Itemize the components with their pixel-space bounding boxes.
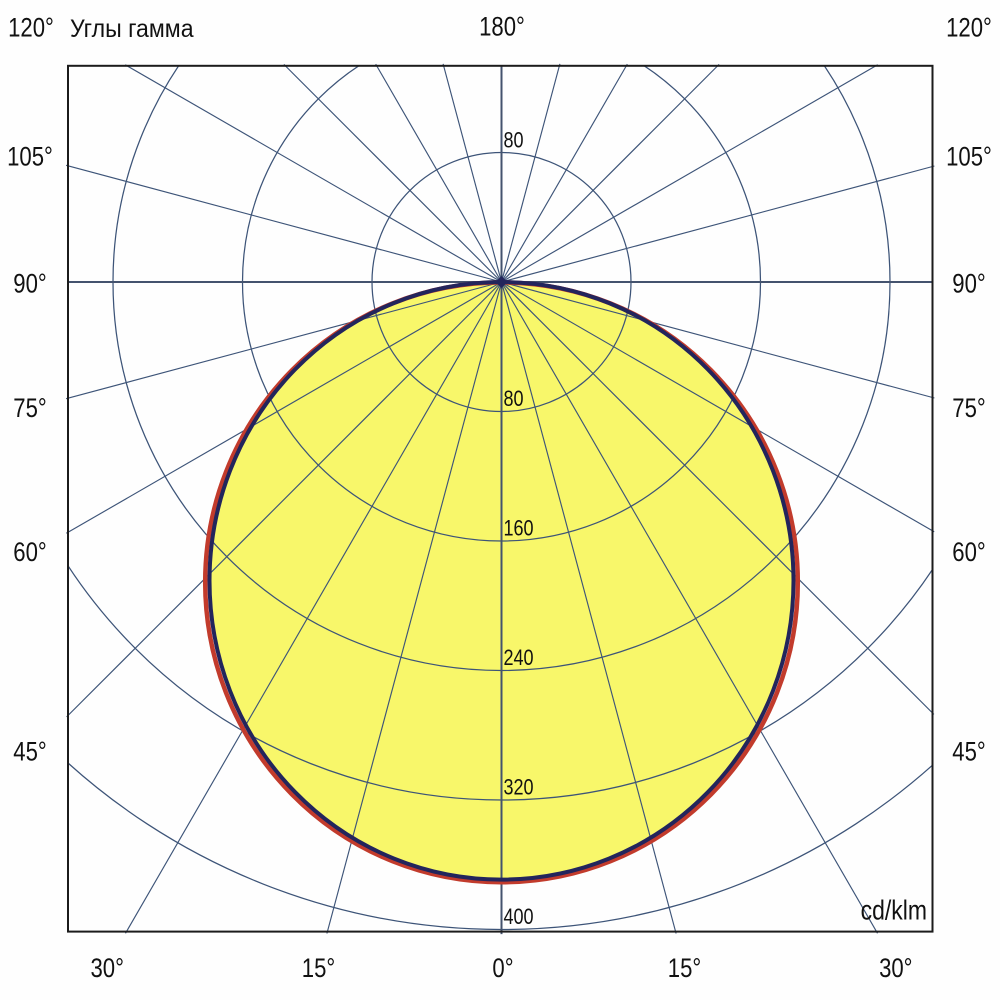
svg-text:240: 240: [504, 646, 534, 670]
svg-text:45°: 45°: [952, 738, 985, 768]
svg-text:60°: 60°: [952, 538, 985, 568]
svg-text:75°: 75°: [952, 394, 985, 424]
svg-text:90°: 90°: [13, 270, 46, 300]
svg-text:105°: 105°: [946, 143, 992, 173]
svg-text:120°: 120°: [8, 14, 54, 44]
svg-text:cd/klm: cd/klm: [861, 896, 927, 927]
svg-text:15°: 15°: [302, 954, 335, 984]
svg-text:120°: 120°: [946, 14, 992, 44]
svg-text:15°: 15°: [668, 954, 701, 984]
svg-text:320: 320: [504, 776, 534, 800]
svg-text:60°: 60°: [13, 538, 46, 568]
svg-text:160: 160: [504, 517, 534, 541]
svg-text:180°: 180°: [479, 13, 525, 43]
svg-text:90°: 90°: [952, 270, 985, 300]
svg-text:80: 80: [504, 387, 524, 411]
svg-text:105°: 105°: [7, 143, 53, 173]
svg-text:30°: 30°: [879, 954, 912, 984]
svg-text:75°: 75°: [13, 394, 46, 424]
svg-text:80: 80: [504, 129, 524, 153]
svg-text:45°: 45°: [13, 738, 46, 768]
svg-text:400: 400: [504, 905, 534, 929]
svg-text:30°: 30°: [90, 954, 123, 984]
svg-text:Углы гамма: Углы гамма: [70, 15, 194, 43]
svg-text:0°: 0°: [492, 954, 513, 984]
